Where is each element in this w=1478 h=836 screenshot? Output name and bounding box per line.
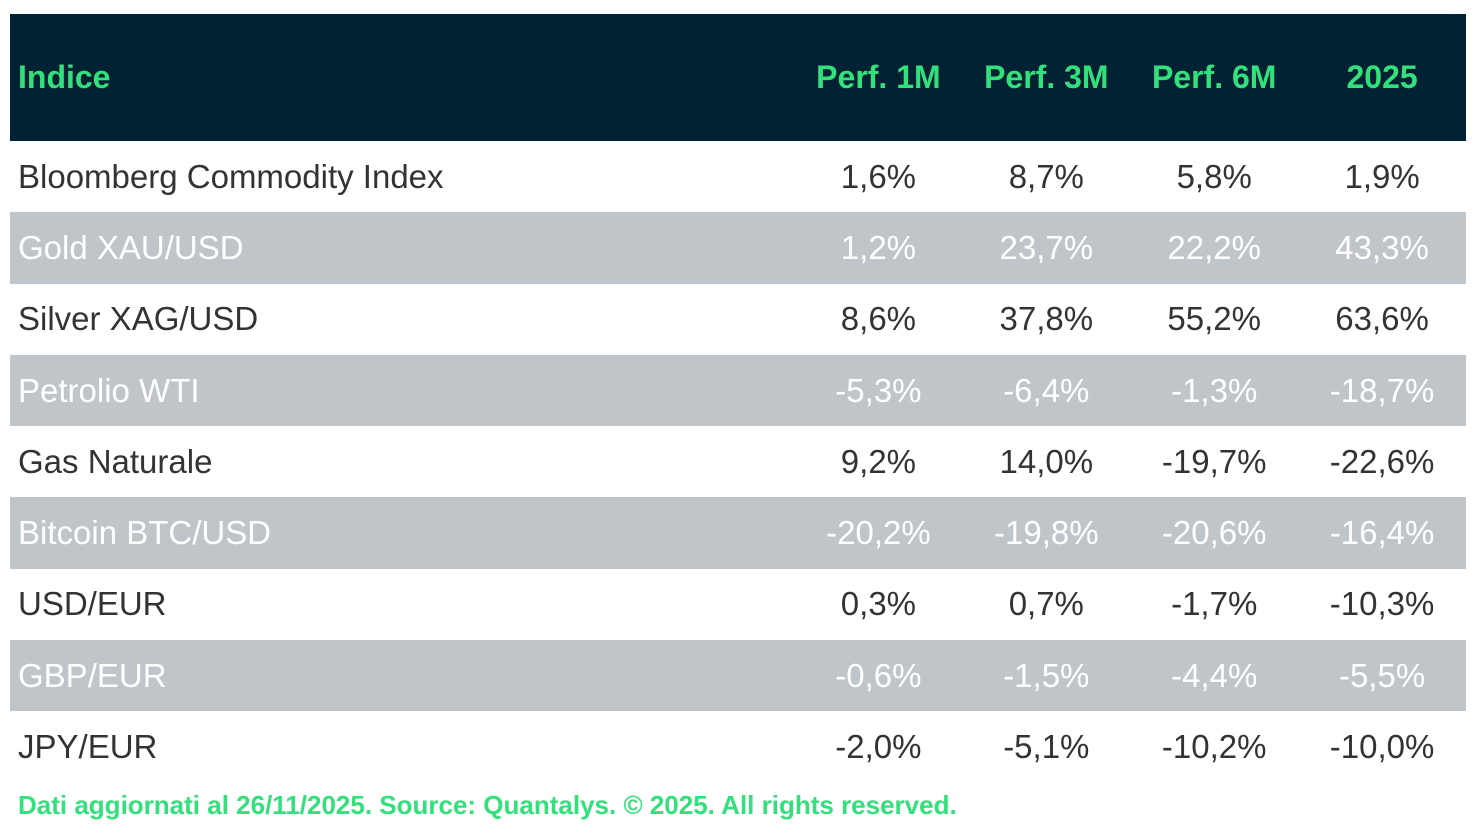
index-name: Bitcoin BTC/USD [18, 514, 272, 552]
header-cell: Perf. 1M [816, 59, 941, 95]
value-cell: -10,3% [1329, 585, 1435, 623]
footer-note: Dati aggiornati al 26/11/2025. Source: Q… [18, 790, 957, 820]
value-cell: -4,4% [1171, 656, 1258, 694]
value-cell: -1,3% [1171, 371, 1258, 409]
table-row: Petrolio WTI -5,3% -6,4% -1,3% -18,7% [10, 354, 1466, 427]
index-name: Bloomberg Commodity Index [18, 157, 444, 195]
header-cell: 2025 [1346, 59, 1418, 95]
table-row: GBP/EUR -0,6% -1,5% -4,4% -5,5% [10, 640, 1466, 712]
value-cell: -1,7% [1171, 585, 1258, 623]
table-row: USD/EUR 0,3% 0,7% -1,7% -10,3% [10, 568, 1466, 641]
value-cell: 0,7% [1008, 585, 1084, 623]
table-row: Silver XAG/USD 8,6% 37,8% 55,2% 63,6% [10, 283, 1466, 355]
value-cell: -6,4% [1003, 371, 1090, 409]
index-name: USD/EUR [18, 585, 167, 623]
value-cell: -10,2% [1161, 728, 1267, 766]
header-cell: Perf. 6M [1151, 59, 1277, 95]
value-cell: 0,3% [840, 585, 917, 623]
value-cell: -22,6% [1329, 442, 1435, 480]
value-cell: 23,7% [999, 228, 1094, 266]
value-cell: 1,6% [840, 157, 917, 195]
header-row: Indice Perf. 1M Perf. 3M Perf. 6M 2025 [10, 14, 1466, 141]
value-cell: -16,4% [1329, 514, 1435, 552]
value-cell: 1,2% [840, 228, 917, 266]
value-cell: -2,0% [835, 728, 922, 766]
value-cell: 9,2% [840, 442, 917, 480]
index-name: Gold XAU/USD [18, 228, 244, 266]
value-cell: 55,2% [1167, 300, 1261, 338]
value-cell: -19,7% [1161, 442, 1267, 480]
value-cell: -20,6% [1161, 514, 1267, 552]
value-cell: 63,6% [1335, 300, 1429, 338]
index-name: Gas Naturale [18, 442, 213, 480]
value-cell: 37,8% [999, 300, 1094, 338]
value-cell: -5,1% [1003, 728, 1090, 766]
table-row: Bloomberg Commodity Index 1,6% 8,7% 5,8% 1,9… [10, 141, 1466, 213]
index-name: Silver XAG/USD [18, 300, 259, 338]
value-cell: -18,7% [1329, 371, 1435, 409]
performance-table: Indice Perf. 1M Perf. 3M Perf. 6M 2025 Bloomb… [10, 14, 1466, 783]
index-name: JPY/EUR [18, 728, 158, 766]
table-row: Gold XAU/USD 1,2% 23,7% 22,2% 43,3% [10, 212, 1466, 284]
index-name: GBP/EUR [18, 656, 167, 694]
header-cell: Perf. 3M [984, 59, 1109, 95]
value-cell: 8,7% [1008, 157, 1084, 195]
value-cell: 14,0% [999, 442, 1094, 480]
value-cell: 22,2% [1167, 228, 1261, 266]
header-cell: Indice [18, 59, 111, 95]
value-cell: 8,6% [840, 300, 917, 338]
value-cell: -10,0% [1329, 728, 1435, 766]
value-cell: -20,2% [826, 514, 931, 552]
value-cell: -0,6% [835, 656, 922, 694]
value-cell: 5,8% [1176, 157, 1252, 195]
table-row: Gas Naturale 9,2% 14,0% -19,7% -22,6% [10, 426, 1466, 498]
table-row: JPY/EUR -2,0% -5,1% -10,2% -10,0% [10, 711, 1466, 783]
value-cell: -1,5% [1003, 656, 1090, 694]
value-cell: -5,5% [1338, 656, 1426, 694]
value-cell: -19,8% [994, 514, 1099, 552]
value-cell: 43,3% [1335, 228, 1429, 266]
table-row: Bitcoin BTC/USD -20,2% -19,8% -20,6% -16,4% [10, 497, 1466, 569]
index-name: Petrolio WTI [18, 371, 200, 409]
value-cell: 1,9% [1344, 157, 1420, 195]
value-cell: -5,3% [835, 371, 922, 409]
